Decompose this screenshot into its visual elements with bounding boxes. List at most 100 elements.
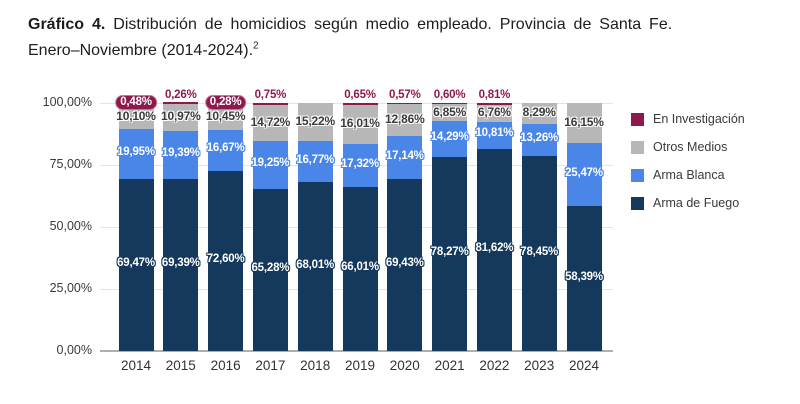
segment-arma-blanca-2022 xyxy=(476,121,512,149)
value-label-en-investigacion-2021: 0,60% xyxy=(433,89,466,101)
plot-area: 0,00% 25,00% 50,00% 75,00% 100,00% 69,47% 19,9… xyxy=(43,89,613,373)
value-label-arma-blanca-2015: 19,39% xyxy=(161,146,200,159)
segment-en-investigacion-2021 xyxy=(432,102,468,105)
value-label-otros-medios-2020: 12,86% xyxy=(385,112,425,127)
segment-arma-de-fuego-2022 xyxy=(476,148,512,351)
value-label-en-investigacion-2019: 0,65% xyxy=(344,89,376,101)
legend-label-en-investigacion: En Investigación xyxy=(653,112,745,126)
value-label-arma-de-fuego-2019: 66,01% xyxy=(341,261,379,274)
segment-otros-medios-2019 xyxy=(342,104,378,145)
value-label-otros-medios-2024: 16,15% xyxy=(564,115,604,129)
legend-label-arma-blanca: Arma Blanca xyxy=(653,168,725,182)
value-label-otros-medios-2021: 6,85% xyxy=(433,104,467,119)
legend-label-otros-medios: Otros Medios xyxy=(653,140,728,154)
segment-arma-blanca-2018 xyxy=(297,140,333,183)
segment-arma-blanca-2020 xyxy=(387,136,423,179)
value-label-otros-medios-2019: 16,01% xyxy=(340,116,380,131)
segment-otros-medios-2022 xyxy=(476,105,512,122)
value-label-arma-de-fuego-2022: 81,62% xyxy=(475,241,514,254)
value-label-arma-blanca-2018: 16,77% xyxy=(296,153,335,166)
value-label-arma-blanca-2024: 25,47% xyxy=(565,166,603,179)
value-label-otros-medios-2017: 14,72% xyxy=(250,115,291,130)
value-label-arma-de-fuego-2014: 69,47% xyxy=(117,256,155,269)
segment-arma-de-fuego-2017 xyxy=(252,189,288,351)
value-label-otros-medios-2023: 8,29% xyxy=(522,105,556,120)
segment-arma-de-fuego-2023 xyxy=(521,156,557,351)
value-label-otros-medios-2022: 6,76% xyxy=(477,105,511,120)
value-label-arma-blanca-2016: 16,67% xyxy=(206,142,245,155)
legend: En Investigación Otros Medios Arma Blanca A… xyxy=(631,112,745,224)
segment-en-investigacion-2015 xyxy=(163,102,199,104)
gridline-000 xyxy=(100,350,613,352)
segment-en-investigacion-2017 xyxy=(252,103,288,105)
value-label-en-investigacion-2020: 0,57% xyxy=(388,89,421,101)
x-axis-label-2015: 2015 xyxy=(165,358,196,373)
segment-otros-medios-2020 xyxy=(387,104,423,137)
value-label-en-investigacion-2017: 0,75% xyxy=(254,89,287,101)
figure-caption: Gráfico 4. Distribución de homicidios se… xyxy=(28,12,774,64)
value-label-en-investigacion-2016: 0,28% xyxy=(204,95,247,110)
value-label-en-investigacion-2015: 0,26% xyxy=(164,89,197,101)
segment-arma-de-fuego-2024 xyxy=(566,206,602,351)
x-axis-label-2016: 2016 xyxy=(210,358,241,373)
value-label-en-investigacion-2014: 0,48% xyxy=(115,95,157,110)
y-axis-tick-label: 100,00% xyxy=(42,95,92,109)
value-label-arma-de-fuego-2020: 69,43% xyxy=(385,256,424,269)
segment-arma-de-fuego-2015 xyxy=(163,178,199,351)
value-label-arma-blanca-2019: 17,32% xyxy=(341,157,379,170)
segment-arma-de-fuego-2020 xyxy=(387,178,423,351)
gridline-10000 xyxy=(100,102,613,104)
legend-swatch-arma-blanca xyxy=(631,168,644,182)
x-axis-label-2018: 2018 xyxy=(300,358,331,373)
segment-otros-medios-2018 xyxy=(297,103,333,141)
value-label-arma-blanca-2017: 19,25% xyxy=(251,157,290,170)
value-label-arma-de-fuego-2015: 69,39% xyxy=(161,256,200,269)
x-axis-label-2023: 2023 xyxy=(524,358,555,373)
value-label-arma-de-fuego-2017: 65,28% xyxy=(251,262,290,275)
value-label-arma-de-fuego-2024: 58,39% xyxy=(565,270,603,283)
value-label-arma-blanca-2014: 19,95% xyxy=(117,145,155,158)
segment-arma-blanca-2023 xyxy=(521,123,557,157)
y-axis-tick-label: 50,00% xyxy=(49,219,92,233)
value-label-otros-medios-2016: 10,45% xyxy=(205,108,246,123)
value-label-arma-blanca-2022: 10,81% xyxy=(475,127,514,140)
x-axis-label-2014: 2014 xyxy=(120,358,152,373)
segment-en-investigacion-2022 xyxy=(476,103,512,106)
segment-otros-medios-2021 xyxy=(432,104,468,122)
segment-arma-de-fuego-2021 xyxy=(432,156,468,351)
segment-arma-de-fuego-2014 xyxy=(118,178,154,351)
figure-caption-line1: Distribución de homicidios según medio e… xyxy=(113,16,673,33)
value-label-arma-blanca-2021: 14,29% xyxy=(430,131,469,144)
segment-otros-medios-2023 xyxy=(521,103,557,124)
segment-otros-medios-2024 xyxy=(566,102,602,144)
x-axis-label-2017: 2017 xyxy=(255,358,286,373)
legend-item-en-investigacion: En Investigación xyxy=(631,112,745,126)
segment-arma-de-fuego-2019 xyxy=(342,187,378,351)
x-axis-label-2020: 2020 xyxy=(389,358,420,373)
segment-arma-blanca-2016 xyxy=(208,129,244,171)
segment-arma-blanca-2019 xyxy=(342,144,378,188)
segment-otros-medios-2015 xyxy=(163,103,199,131)
value-label-otros-medios-2014: 10,10% xyxy=(116,108,156,123)
segment-en-investigacion-2020 xyxy=(387,102,423,105)
legend-item-otros-medios: Otros Medios xyxy=(631,140,745,154)
segment-arma-blanca-2015 xyxy=(163,130,199,179)
segment-arma-blanca-2021 xyxy=(432,121,468,157)
segment-en-investigacion-2019 xyxy=(342,103,378,105)
value-label-otros-medios-2015: 10,97% xyxy=(161,109,201,124)
figure-caption-prefix: Gráfico 4. xyxy=(28,16,106,33)
legend-item-arma-de-fuego: Arma de Fuego xyxy=(631,196,745,210)
footnote-marker: 2 xyxy=(253,40,259,52)
segment-arma-blanca-2024 xyxy=(566,143,602,207)
x-axis-label-2022: 2022 xyxy=(479,358,510,373)
legend-swatch-otros-medios xyxy=(631,140,644,154)
value-label-arma-de-fuego-2018: 68,01% xyxy=(296,258,335,271)
legend-item-arma-blanca: Arma Blanca xyxy=(631,168,745,182)
legend-swatch-en-investigacion xyxy=(631,112,644,126)
legend-label-arma-de-fuego: Arma de Fuego xyxy=(653,196,740,210)
y-axis-tick-label: 25,00% xyxy=(49,281,92,295)
figure-caption-line2: Enero–Noviembre (2014-2024). xyxy=(28,42,254,59)
segment-arma-de-fuego-2018 xyxy=(297,182,333,351)
x-axis-label-2019: 2019 xyxy=(344,358,376,373)
